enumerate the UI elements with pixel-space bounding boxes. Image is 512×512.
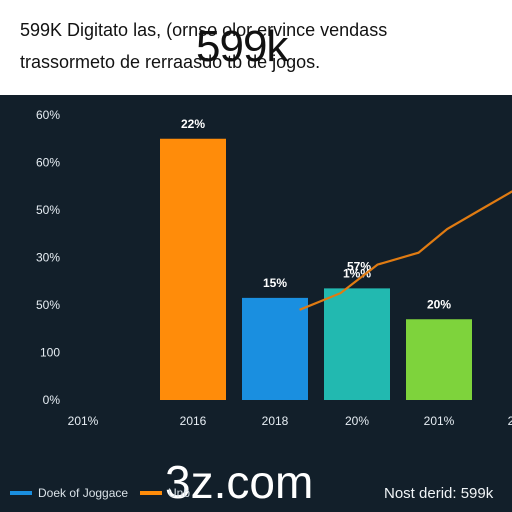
trend-line [299, 190, 512, 311]
y-tick-label: 100 [40, 346, 60, 360]
bar [242, 297, 308, 400]
y-tick-label: 50% [36, 298, 60, 312]
bar-data-label: 1%% [343, 266, 371, 280]
y-tick-label: 30% [36, 251, 60, 265]
legend-label-1: Doek of Joggace [38, 486, 129, 500]
y-tick-label: 0% [43, 393, 61, 407]
legend-label-2: Unb [168, 486, 191, 500]
x-tick-label: 2016 [180, 414, 207, 428]
chart-header: 599K Digitato las, (ornso olor ervince v… [0, 0, 512, 95]
x-tick-label: 20% [345, 414, 369, 428]
chart-headline-value: 599k [196, 22, 288, 71]
bar-data-label: 15% [263, 276, 287, 290]
bar [406, 319, 472, 400]
x-tick-label: 2012 [508, 414, 512, 428]
legend-swatch-2 [140, 491, 162, 495]
y-tick-label: 60% [36, 108, 60, 122]
bar-data-label: 20% [427, 297, 451, 311]
legend-swatch-1 [10, 491, 32, 495]
watermark-text: 3z.com [165, 456, 314, 508]
chart-title-line-2: trassormeto de rerraasdo tb de jogos. [20, 52, 321, 72]
y-tick-label: 50% [36, 203, 60, 217]
chart-title-line-1: 599K Digitato las, (ornso olor ervince v… [20, 20, 388, 40]
bar [160, 138, 226, 400]
x-tick-label: 201% [68, 414, 99, 428]
legend-item-1: Doek of Joggace [10, 486, 128, 500]
footer-note: Nost derid: 599k [384, 485, 494, 502]
x-tick-label: 2018 [262, 414, 289, 428]
legend-item-2: Unb [140, 486, 190, 500]
bar-data-label: 22% [181, 117, 205, 131]
y-tick-label: 60% [36, 156, 60, 170]
bar [324, 288, 390, 400]
x-tick-label: 201% [424, 414, 455, 428]
extra-data-label: 57% [347, 259, 371, 273]
